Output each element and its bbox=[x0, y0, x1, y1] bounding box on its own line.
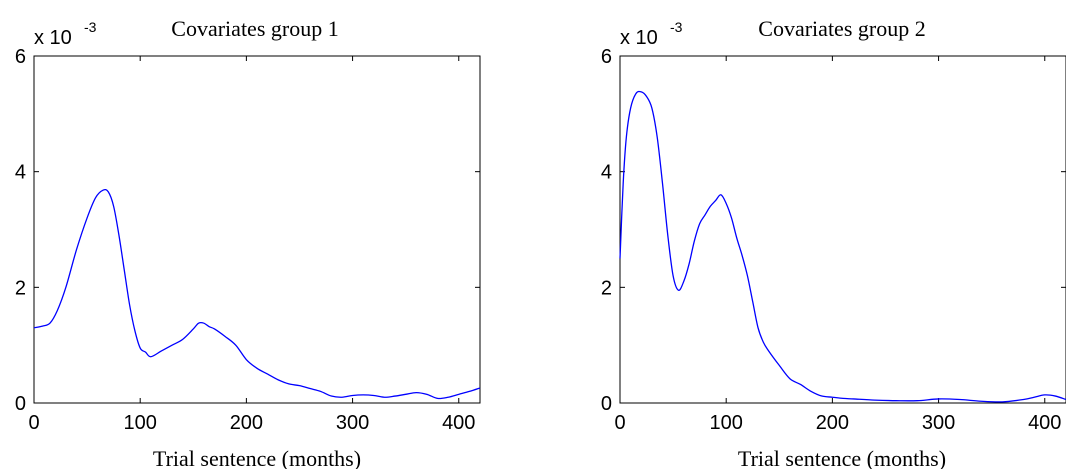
y-tick-label: 6 bbox=[601, 46, 612, 68]
panel-2: x 10 -3 Covariates group 2 0 100 200 300 400… bbox=[601, 16, 1066, 469]
y-multiplier-base: x 10 bbox=[34, 27, 72, 49]
x-tick-label: 100 bbox=[124, 412, 157, 434]
y-tick-label: 6 bbox=[15, 46, 26, 68]
tick-labels: 0 100 200 300 400 0 2 4 6 bbox=[601, 46, 1062, 434]
y-multiplier-exponent: -3 bbox=[84, 19, 97, 35]
x-tick-label: 200 bbox=[230, 412, 263, 434]
x-tick-label: 0 bbox=[614, 412, 625, 434]
chart-title: Covariates group 1 bbox=[171, 16, 338, 41]
y-multiplier-base: x 10 bbox=[620, 27, 658, 49]
series-line bbox=[33, 188, 481, 400]
tick-labels: 0 100 200 300 400 0 2 4 6 bbox=[15, 46, 476, 434]
y-multiplier-exponent: -3 bbox=[670, 19, 683, 35]
plot-frame bbox=[33, 55, 481, 404]
x-tick-label: 200 bbox=[816, 412, 849, 434]
y-tick-label: 2 bbox=[15, 277, 26, 299]
x-axis-label: Trial sentence (months) bbox=[738, 446, 946, 469]
axis-ticks bbox=[619, 55, 1066, 404]
panel-1: x 10 -3 Covariates group 1 0 100 200 300 400… bbox=[15, 16, 481, 469]
y-tick-label: 4 bbox=[601, 162, 612, 184]
x-tick-label: 300 bbox=[922, 412, 955, 434]
x-tick-label: 400 bbox=[1028, 412, 1061, 434]
x-tick-label: 300 bbox=[336, 412, 369, 434]
x-tick-label: 400 bbox=[442, 412, 475, 434]
axis-ticks bbox=[33, 55, 480, 404]
y-tick-label: 4 bbox=[15, 162, 26, 184]
x-tick-label: 100 bbox=[710, 412, 743, 434]
y-tick-label: 2 bbox=[601, 277, 612, 299]
chart-title: Covariates group 2 bbox=[758, 16, 925, 41]
x-axis-label: Trial sentence (months) bbox=[153, 446, 361, 469]
x-tick-label: 0 bbox=[28, 412, 39, 434]
y-tick-label: 0 bbox=[601, 393, 612, 415]
plot-frame bbox=[619, 55, 1066, 404]
y-tick-label: 0 bbox=[15, 393, 26, 415]
series-line bbox=[619, 90, 1066, 403]
